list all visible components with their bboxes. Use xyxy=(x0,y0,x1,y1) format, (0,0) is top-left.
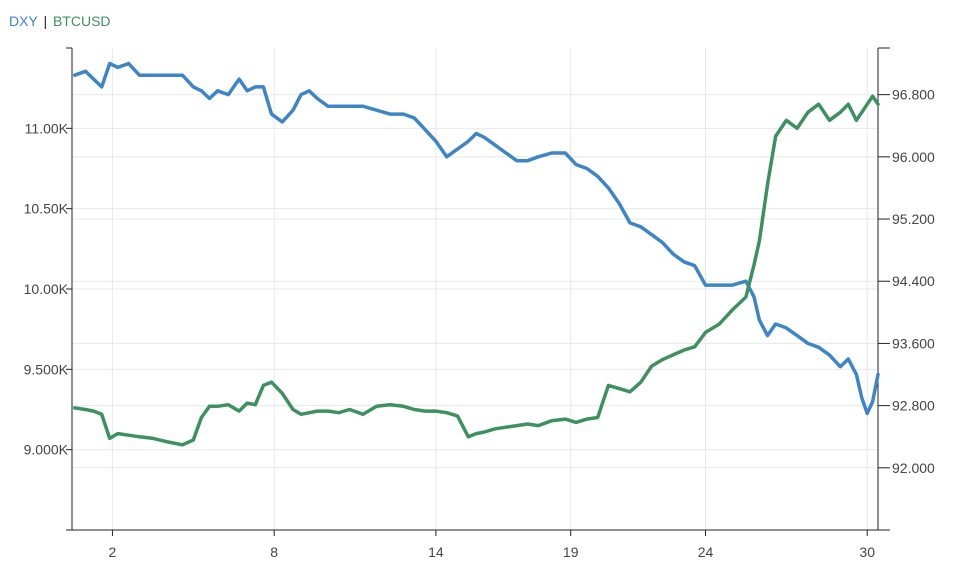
x-tick-label: 14 xyxy=(428,544,444,560)
x-tick-label: 8 xyxy=(270,544,278,560)
legend-dxy[interactable]: DXY xyxy=(9,13,38,29)
right-tick-label: 92.000 xyxy=(892,460,935,476)
left-tick-label: 10.50K xyxy=(24,201,69,217)
x-tick-label: 2 xyxy=(109,544,117,560)
chart-legend: DXY | BTCUSD xyxy=(9,13,111,29)
left-tick-label: 9.500K xyxy=(24,361,69,377)
left-tick-label: 10.00K xyxy=(24,281,69,297)
left-tick-label: 11.00K xyxy=(25,120,69,136)
right-tick-label: 95.200 xyxy=(892,211,935,227)
x-tick-label: 19 xyxy=(563,544,579,560)
legend-separator: | xyxy=(43,13,48,29)
legend-btcusd[interactable]: BTCUSD xyxy=(52,13,111,29)
x-tick-label: 24 xyxy=(698,544,714,560)
right-tick-label: 96.800 xyxy=(892,87,935,103)
left-tick-label: 9.000K xyxy=(24,442,69,458)
right-tick-label: 92.800 xyxy=(892,398,935,414)
grid xyxy=(72,48,878,530)
axes: 2 8 14 19 24 30 9.000K 9.500K 10.00K 10.50K 11.00K… xyxy=(24,47,935,560)
right-tick-label: 93.600 xyxy=(892,335,935,351)
series-line-btcusd xyxy=(72,94,880,447)
right-tick-label: 96.000 xyxy=(892,149,935,165)
series-line-dxy xyxy=(72,61,880,416)
right-tick-label: 94.400 xyxy=(892,273,935,289)
x-tick-label: 30 xyxy=(859,544,875,560)
series xyxy=(72,61,880,447)
